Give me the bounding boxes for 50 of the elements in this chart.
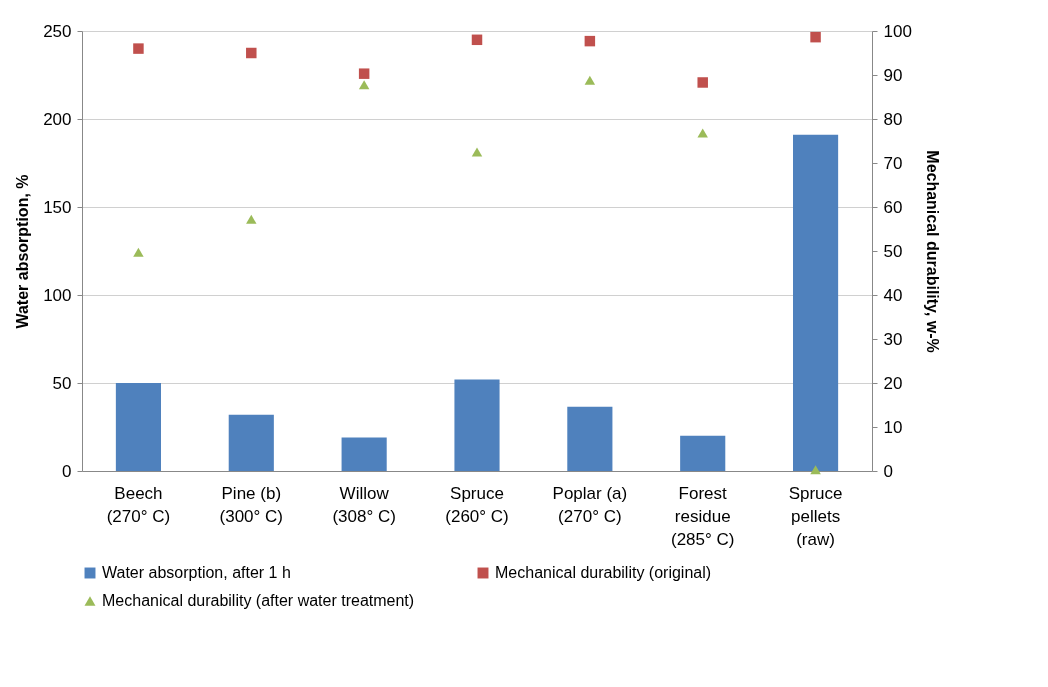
bar [228, 414, 274, 471]
point [810, 465, 821, 475]
legend-label: Mechanical durability (after water treatment) [102, 592, 415, 609]
bar [454, 379, 500, 471]
x-tick-label: Spruce pellets (raw) [788, 483, 843, 549]
bar [115, 383, 161, 471]
y-tick-label: 150 [43, 197, 72, 217]
y2-tick-label: 10 [883, 417, 903, 437]
y2-tick-label: 50 [883, 241, 903, 261]
point [584, 75, 596, 85]
point [810, 31, 821, 43]
bar [793, 134, 839, 471]
point [471, 147, 483, 157]
y2-tick-label: 20 [883, 373, 903, 393]
y2-tick-label: 80 [883, 109, 903, 129]
bar [680, 435, 726, 471]
y-axis-title: Water absorption, % [14, 174, 32, 329]
point [697, 77, 708, 88]
y2-axis-title: Mechanical durability, w-% [923, 150, 941, 353]
y-tick-label: 0 [62, 461, 72, 481]
point [133, 43, 144, 54]
y2-tick-label: 60 [883, 197, 903, 217]
x-tick-label: Poplar (a) (270° C) [552, 483, 628, 526]
point [471, 34, 483, 46]
y-tick-label: 50 [52, 373, 72, 393]
y2-tick-label: 30 [883, 329, 903, 349]
y2-tick-label: 90 [883, 65, 903, 85]
x-tick-label: Pine (b) (300° C) [219, 483, 284, 526]
y2-tick-label: 100 [883, 21, 912, 41]
legend-label: Mechanical durability (original) [495, 564, 712, 581]
legend-label: Water absorption, after 1 h [102, 564, 291, 581]
x-tick-label: Spruce (260° C) [445, 483, 509, 526]
y-tick-label: 200 [43, 109, 72, 129]
point [133, 247, 144, 257]
bar [341, 437, 387, 471]
y-tick-label: 250 [43, 21, 72, 41]
point [584, 35, 596, 47]
y2-tick-label: 70 [883, 153, 903, 173]
y-tick-label: 100 [43, 285, 72, 305]
y2-tick-label: 0 [883, 461, 893, 481]
y2-tick-label: 40 [883, 285, 903, 305]
point [358, 80, 370, 90]
x-tick-label: Forest residue (285° C) [670, 483, 735, 549]
point [246, 214, 257, 224]
point [358, 68, 370, 79]
x-tick-label: Beech (270° C) [106, 483, 171, 526]
x-tick-label: Willow (308° C) [332, 483, 396, 526]
point [246, 47, 257, 59]
point [697, 128, 708, 138]
bar [567, 406, 613, 471]
